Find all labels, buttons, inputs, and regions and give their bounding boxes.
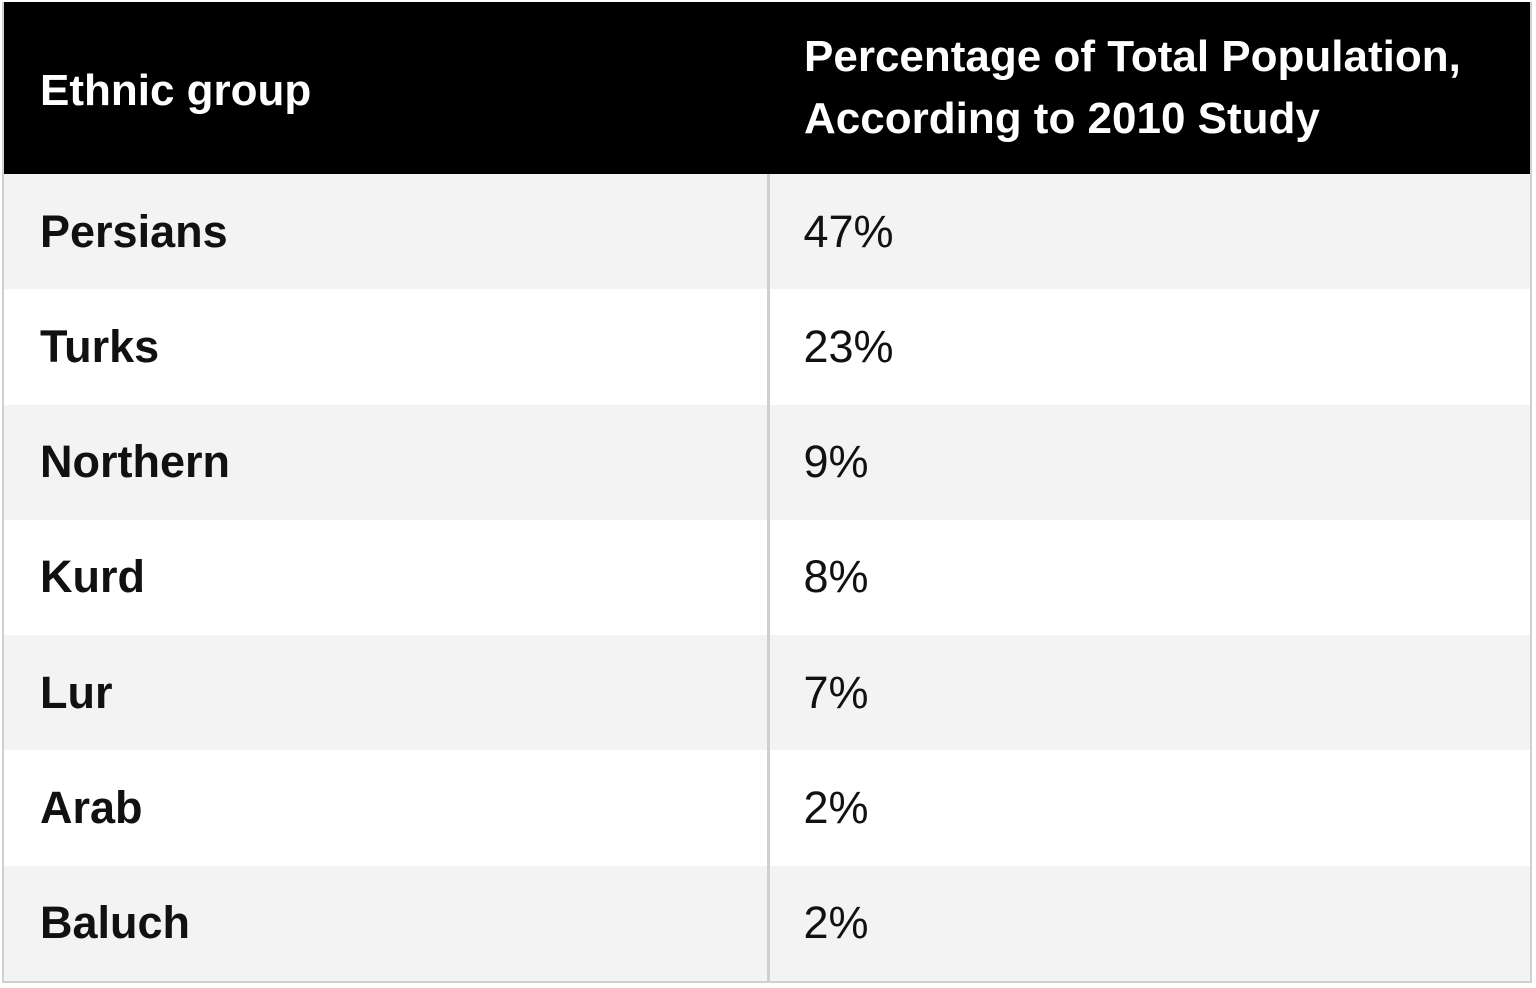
- column-header-ethnic-group: Ethnic group: [4, 2, 768, 174]
- table-row: Lur 7%: [4, 635, 1530, 751]
- ethnic-group-cell: Persians: [4, 174, 770, 290]
- column-header-percentage-line1: Percentage of Total Population,: [804, 32, 1461, 81]
- percentage-cell: 47%: [803, 205, 894, 257]
- ethnic-group-cell: Turks: [4, 289, 770, 405]
- ethnic-group-cell: Northern: [4, 404, 770, 520]
- column-header-ethnic-group-label: Ethnic group: [40, 66, 312, 115]
- table-row: Turks 23%: [4, 289, 1530, 405]
- ethnic-group-cell: Baluch: [4, 865, 770, 981]
- percentage-cell: 2%: [803, 897, 869, 949]
- table-header: Ethnic group Percentage of Total Populat…: [4, 2, 1530, 174]
- table-row: Baluch 2%: [4, 865, 1530, 981]
- percentage-cell: 8%: [803, 551, 869, 603]
- table-body: Persians 47% Turks 23% Northern 9% Kurd 8% Lur 7%…: [4, 174, 1530, 981]
- ethnic-group-cell: Kurd: [4, 519, 770, 636]
- table-row: Arab 2%: [4, 750, 1530, 866]
- percentage-cell: 23%: [803, 320, 894, 372]
- table-row: Persians 47%: [4, 174, 1530, 290]
- table-row: Northern 9%: [4, 404, 1530, 520]
- percentage-cell: 2%: [803, 782, 869, 834]
- column-header-percentage: Percentage of Total Population, Accordin…: [768, 2, 1530, 174]
- percentage-cell: 9%: [803, 436, 869, 488]
- column-header-percentage-line2: According to 2010 Study: [804, 94, 1320, 143]
- table-row: Kurd 8%: [4, 519, 1530, 636]
- percentage-cell: 7%: [803, 666, 869, 718]
- ethnic-group-cell: Lur: [4, 635, 770, 751]
- ethnic-group-cell: Arab: [4, 750, 770, 866]
- header-row: Ethnic group Percentage of Total Populat…: [4, 2, 1530, 174]
- data-table: Ethnic group Percentage of Total Populat…: [4, 2, 1530, 981]
